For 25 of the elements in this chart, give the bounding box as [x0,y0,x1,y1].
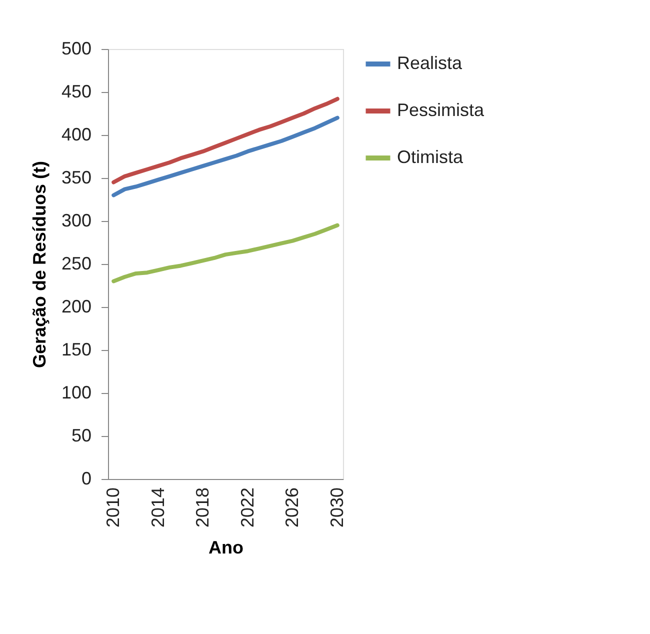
x-tick-label: 2022 [237,488,258,528]
x-tick-label: 2018 [192,488,213,528]
y-tick-label: 150 [61,340,92,360]
x-tick-label: 2026 [282,488,302,528]
y-tick-label: 0 [81,468,92,488]
y-tick-label: 50 [71,426,92,446]
y-tick-label: 400 [61,124,92,144]
x-axis-title: Ano [208,538,244,558]
x-tick-label: 2010 [103,488,124,528]
y-tick-label: 450 [61,82,92,102]
x-tick-label: 2030 [326,488,347,528]
line-series [112,223,340,284]
y-tick-label: 200 [61,296,92,316]
legend-label: Otimista [397,147,464,167]
y-tick-label: 100 [61,382,92,402]
y-tick-label: 500 [61,38,92,58]
y-tick-label: 350 [61,168,92,188]
y-tick-label: 300 [61,210,92,230]
line-series [112,96,340,184]
y-tick-label: 250 [61,254,92,274]
x-tick-label: 2014 [148,488,168,528]
legend-label: Pessimista [397,100,486,120]
line-series [112,116,340,198]
legend-label: Realista [397,53,464,73]
y-axis-title: Geração de Resíduos (t) [29,160,50,368]
